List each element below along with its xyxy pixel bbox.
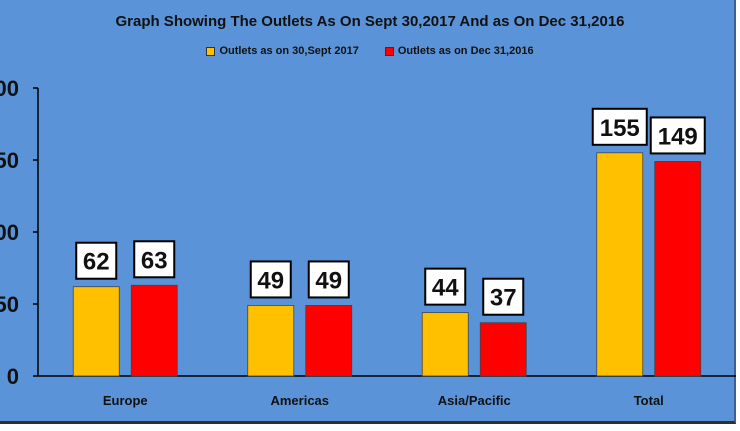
x-category-label: Europe	[103, 393, 148, 408]
data-label-box	[591, 107, 648, 146]
legend-item-series-2: Outlets as on Dec 31,2016	[384, 45, 534, 57]
bar	[130, 284, 178, 377]
x-category-label: Americas	[270, 393, 329, 408]
data-label-box	[249, 260, 292, 299]
legend-label-series-1: Outlets as on 30,Sept 2017	[219, 45, 359, 57]
bar	[421, 312, 469, 377]
data-label-box	[307, 260, 350, 299]
legend-label-series-2: Outlets as on Dec 31,2016	[397, 45, 534, 57]
data-label: 37	[490, 285, 517, 312]
bar	[72, 286, 120, 377]
legend-swatch-series-1	[206, 46, 216, 56]
chart-legend: Outlets as on 30,Sept 2017 Outlets as on…	[0, 45, 740, 57]
data-label-box	[482, 277, 525, 316]
chart-title: Graph Showing The Outlets As On Sept 30,…	[115, 13, 625, 30]
data-label-box	[649, 116, 706, 155]
data-label: 49	[315, 267, 342, 294]
x-category-label: Asia/Pacific	[438, 393, 511, 408]
data-label: 49	[257, 267, 284, 294]
data-label-box	[133, 240, 176, 279]
data-label-box	[424, 267, 467, 306]
bar	[305, 305, 353, 377]
y-tick-label: 00	[0, 76, 19, 101]
bar	[596, 152, 644, 377]
x-category-label: Total	[634, 393, 664, 408]
y-tick-label: 50	[0, 292, 19, 317]
legend-item-series-1: Outlets as on 30,Sept 2017	[206, 45, 359, 57]
data-label: 44	[432, 275, 459, 302]
data-label-box	[75, 241, 118, 280]
bar	[479, 322, 527, 377]
y-tick-label: 0	[7, 364, 19, 389]
data-label: 63	[141, 247, 168, 274]
y-tick-label: 00	[0, 220, 19, 245]
data-label: 155	[600, 115, 640, 142]
data-label: 62	[83, 249, 110, 276]
legend-swatch-series-2	[384, 46, 394, 56]
bar	[247, 305, 295, 377]
bar	[654, 161, 702, 377]
data-label: 149	[658, 123, 698, 150]
y-tick-label: 50	[0, 148, 19, 173]
